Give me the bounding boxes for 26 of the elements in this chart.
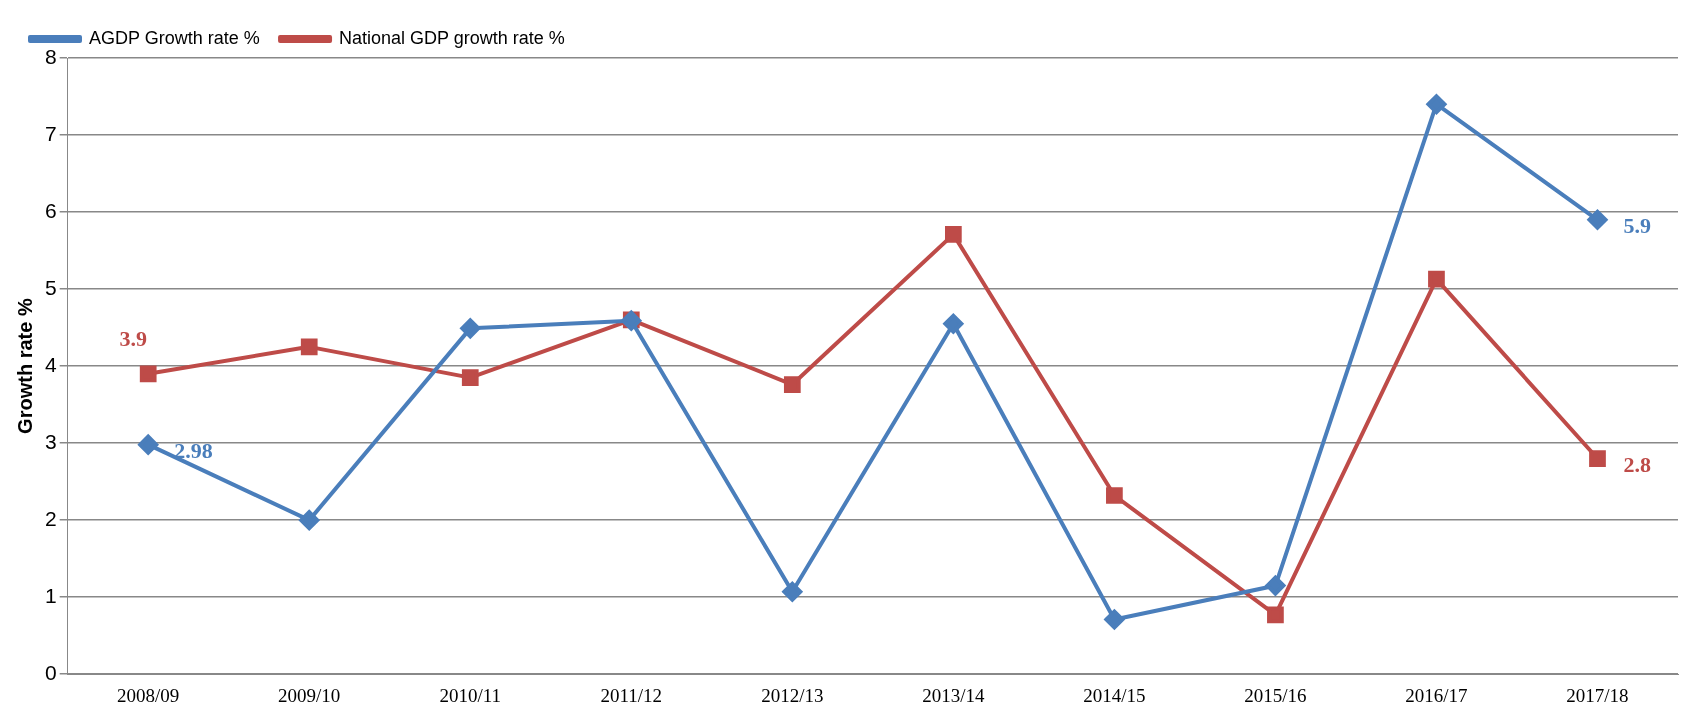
x-tick-label: 2015/16 [1244, 684, 1307, 706]
y-tick-label: 4 [44, 352, 57, 376]
y-tick-label: 5 [44, 275, 57, 299]
data-label: 2.98 [174, 438, 213, 464]
x-tick-label: 2016/17 [1405, 684, 1468, 706]
y-tick-label: 0 [44, 661, 57, 684]
x-tick-label: 2012/13 [761, 684, 824, 706]
x-tick-label: 2008/09 [117, 684, 180, 706]
x-tick-label: 2017/18 [1566, 684, 1629, 706]
x-tick-label: 2010/11 [439, 684, 502, 706]
data-label: 5.9 [1623, 213, 1651, 239]
data-label: 3.9 [119, 326, 147, 352]
y-tick-label: 1 [44, 583, 57, 607]
legend-label: National GDP growth rate % [339, 27, 565, 48]
data-label: 2.8 [1623, 452, 1651, 478]
x-tick-label: 2014/15 [1083, 684, 1146, 706]
x-tick-label: 2011/12 [600, 684, 663, 706]
x-tick-label: 2013/14 [922, 684, 985, 706]
y-tick-label: 8 [44, 44, 57, 68]
legend-label: AGDP Growth rate % [89, 27, 260, 48]
y-tick-label: 2 [44, 506, 57, 530]
y-tick-label: 3 [44, 429, 57, 453]
y-tick-label: 6 [44, 198, 57, 222]
x-tick-label: 2009/10 [278, 684, 341, 706]
y-axis-title: Growth rate % [13, 298, 36, 434]
y-tick-label: 7 [44, 121, 57, 145]
